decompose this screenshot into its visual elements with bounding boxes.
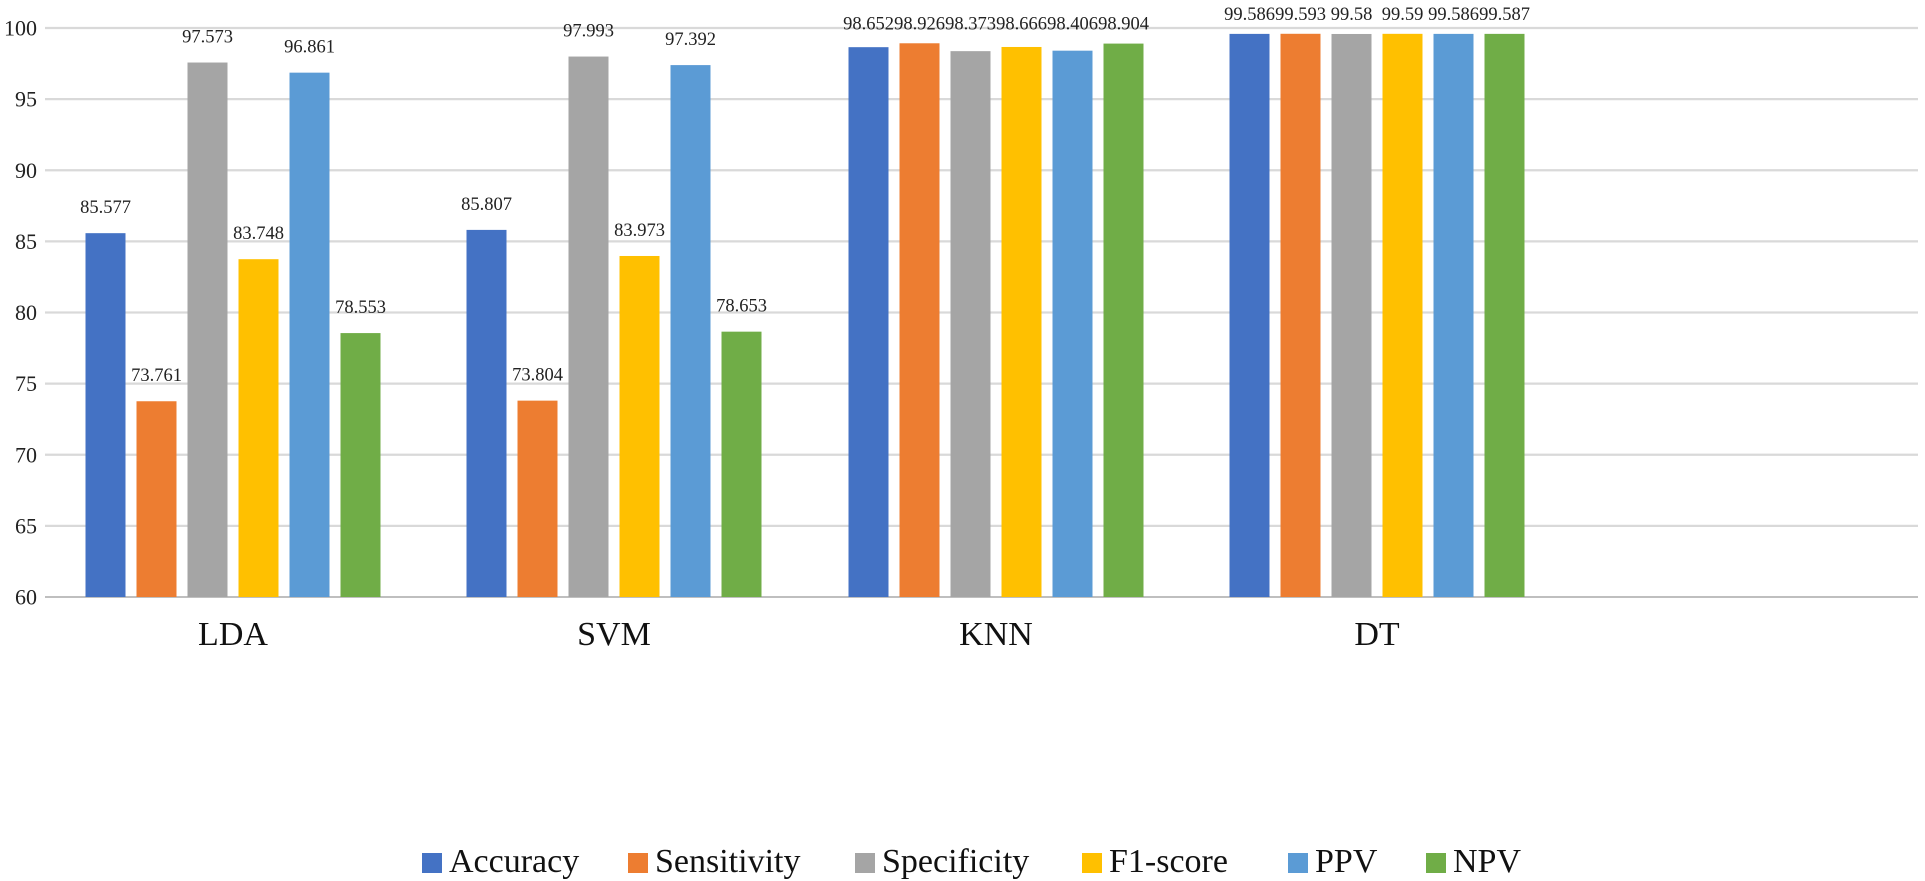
bar-dt-accuracy bbox=[1229, 33, 1270, 597]
legend-swatch bbox=[628, 853, 648, 873]
legend-swatch bbox=[855, 853, 875, 873]
bars bbox=[85, 33, 1525, 598]
y-tick-label: 90 bbox=[15, 158, 37, 183]
legend-swatch bbox=[1288, 853, 1308, 873]
bar-svm-ppv bbox=[670, 65, 711, 597]
data-label: 98.666 bbox=[996, 14, 1047, 34]
bar-svm-npv bbox=[721, 331, 762, 597]
data-label: 98.652 bbox=[843, 14, 894, 34]
bar-dt-specificity bbox=[1331, 33, 1372, 598]
bar-svm-accuracy bbox=[466, 229, 507, 597]
data-label: 73.761 bbox=[131, 366, 182, 386]
y-tick-label: 65 bbox=[15, 513, 37, 538]
y-tick-label: 75 bbox=[15, 371, 37, 396]
bar-dt-f1-score bbox=[1382, 33, 1423, 597]
data-label: 83.973 bbox=[614, 221, 665, 241]
bar-knn-specificity bbox=[950, 51, 991, 598]
data-labels: 85.577 73.761 97.573 83.748 96.861 78.553 LDA 8… bbox=[80, 5, 1530, 653]
data-label: 98.926 bbox=[894, 14, 945, 34]
legend: Accuracy Sensitivity Specificity F1-score PP… bbox=[422, 843, 1521, 880]
data-label: 85.577 bbox=[80, 198, 131, 218]
legend-swatch bbox=[422, 853, 442, 873]
data-label: 99.593 bbox=[1275, 5, 1326, 25]
bar-svm-f1-score bbox=[619, 255, 660, 597]
bar-knn-f1-score bbox=[1001, 46, 1042, 598]
data-label: 97.392 bbox=[665, 30, 716, 50]
y-tick-label: 100 bbox=[4, 16, 37, 41]
bar-lda-accuracy bbox=[85, 233, 126, 597]
bar-lda-npv bbox=[340, 333, 381, 597]
legend-label: PPV bbox=[1315, 843, 1378, 880]
data-label: 97.993 bbox=[563, 22, 614, 42]
bar-dt-ppv bbox=[1433, 33, 1474, 597]
bar-lda-sensitivity bbox=[136, 401, 177, 597]
legend-label: Sensitivity bbox=[655, 843, 800, 880]
data-label: 99.59 bbox=[1382, 5, 1424, 25]
bar-svm-specificity bbox=[568, 56, 609, 598]
data-label: 99.586 bbox=[1224, 5, 1275, 25]
legend-label: NPV bbox=[1453, 843, 1521, 880]
bar-knn-accuracy bbox=[848, 47, 889, 598]
legend-label: Specificity bbox=[882, 843, 1029, 880]
y-tick-label: 85 bbox=[15, 229, 37, 254]
data-label: 99.58 bbox=[1331, 5, 1373, 25]
x-category-label: KNN bbox=[959, 616, 1033, 653]
x-category-label: SVM bbox=[577, 616, 651, 653]
data-label: 78.553 bbox=[335, 298, 386, 318]
data-label: 85.807 bbox=[461, 195, 512, 215]
data-label: 78.653 bbox=[716, 297, 767, 317]
x-category-label: LDA bbox=[198, 616, 268, 653]
x-category-label: DT bbox=[1354, 616, 1400, 653]
y-tick-label: 95 bbox=[15, 87, 37, 112]
bar-lda-f1-score bbox=[238, 259, 279, 597]
data-label: 98.373 bbox=[945, 14, 996, 34]
legend-label: F1-score bbox=[1109, 843, 1228, 880]
data-label: 99.586 bbox=[1428, 5, 1479, 25]
data-label: 96.861 bbox=[284, 38, 335, 58]
y-axis-tick-labels: 60 65 70 75 80 85 90 95 100 bbox=[4, 16, 37, 610]
data-label: 98.904 bbox=[1098, 14, 1149, 34]
legend-label: Accuracy bbox=[449, 843, 579, 880]
data-label: 97.573 bbox=[182, 28, 233, 48]
y-tick-label: 60 bbox=[15, 585, 37, 610]
bar-dt-sensitivity bbox=[1280, 33, 1321, 598]
bar-svm-sensitivity bbox=[517, 400, 558, 597]
data-label: 83.748 bbox=[233, 224, 284, 244]
bar-knn-sensitivity bbox=[899, 43, 940, 597]
y-tick-label: 70 bbox=[15, 442, 37, 467]
legend-swatch bbox=[1426, 853, 1446, 873]
data-label: 99.587 bbox=[1479, 5, 1530, 25]
y-tick-label: 80 bbox=[15, 300, 37, 325]
bar-knn-ppv bbox=[1052, 50, 1093, 598]
bar-lda-specificity bbox=[187, 62, 228, 598]
data-label: 98.406 bbox=[1047, 14, 1098, 34]
data-label: 73.804 bbox=[512, 366, 563, 386]
bar-lda-ppv bbox=[289, 72, 330, 597]
legend-swatch bbox=[1082, 853, 1102, 873]
bar-dt-npv bbox=[1484, 33, 1525, 597]
bar-knn-npv bbox=[1103, 43, 1144, 598]
